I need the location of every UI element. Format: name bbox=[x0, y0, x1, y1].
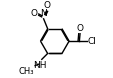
Text: Cl: Cl bbox=[87, 37, 96, 46]
Text: NH: NH bbox=[33, 61, 47, 70]
Text: O: O bbox=[76, 24, 83, 33]
Text: O: O bbox=[43, 1, 50, 10]
Text: O: O bbox=[30, 9, 37, 18]
Text: CH₃: CH₃ bbox=[18, 67, 33, 76]
Text: N: N bbox=[40, 9, 47, 18]
